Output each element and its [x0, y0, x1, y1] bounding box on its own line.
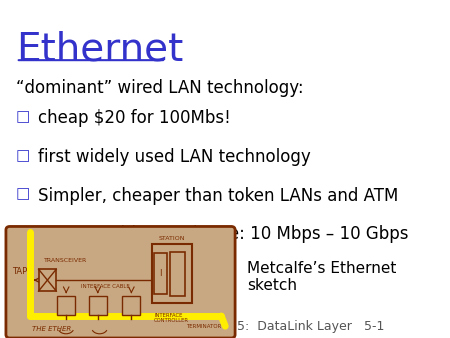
FancyBboxPatch shape	[122, 296, 140, 315]
Text: TERMINATOR: TERMINATOR	[186, 323, 221, 329]
Text: Metcalfe’s Ethernet
sketch: Metcalfe’s Ethernet sketch	[247, 261, 396, 293]
Text: Kept up with speed race: 10 Mbps – 10 Gbps: Kept up with speed race: 10 Mbps – 10 Gb…	[37, 225, 408, 243]
Text: TAP: TAP	[12, 267, 27, 276]
Text: first widely used LAN technology: first widely used LAN technology	[37, 148, 310, 166]
Text: 5:  DataLink Layer: 5: DataLink Layer	[237, 320, 352, 333]
Text: STATION: STATION	[159, 236, 185, 241]
Text: TRANSCEIVER: TRANSCEIVER	[44, 258, 87, 263]
FancyBboxPatch shape	[57, 296, 75, 315]
FancyBboxPatch shape	[154, 254, 167, 294]
Text: □: □	[16, 109, 30, 124]
FancyBboxPatch shape	[39, 269, 56, 291]
Text: cheap $20 for 100Mbs!: cheap $20 for 100Mbs!	[37, 109, 230, 127]
FancyBboxPatch shape	[152, 244, 192, 303]
FancyBboxPatch shape	[89, 296, 107, 315]
Text: □: □	[16, 225, 30, 240]
Text: I: I	[160, 269, 162, 278]
Text: □: □	[16, 187, 30, 201]
FancyBboxPatch shape	[170, 251, 185, 295]
Text: INTERFACE
CONTROLLER: INTERFACE CONTROLLER	[154, 313, 189, 323]
Text: INTERFACE CABLE: INTERFACE CABLE	[81, 284, 130, 289]
Text: THE ETHER: THE ETHER	[32, 326, 71, 332]
Text: “dominant” wired LAN technology:: “dominant” wired LAN technology:	[16, 79, 303, 97]
Text: □: □	[16, 148, 30, 163]
Text: Simpler, cheaper than token LANs and ATM: Simpler, cheaper than token LANs and ATM	[37, 187, 398, 204]
FancyBboxPatch shape	[6, 226, 235, 338]
Text: 5-1: 5-1	[364, 320, 384, 333]
Text: Ethernet: Ethernet	[16, 30, 183, 68]
